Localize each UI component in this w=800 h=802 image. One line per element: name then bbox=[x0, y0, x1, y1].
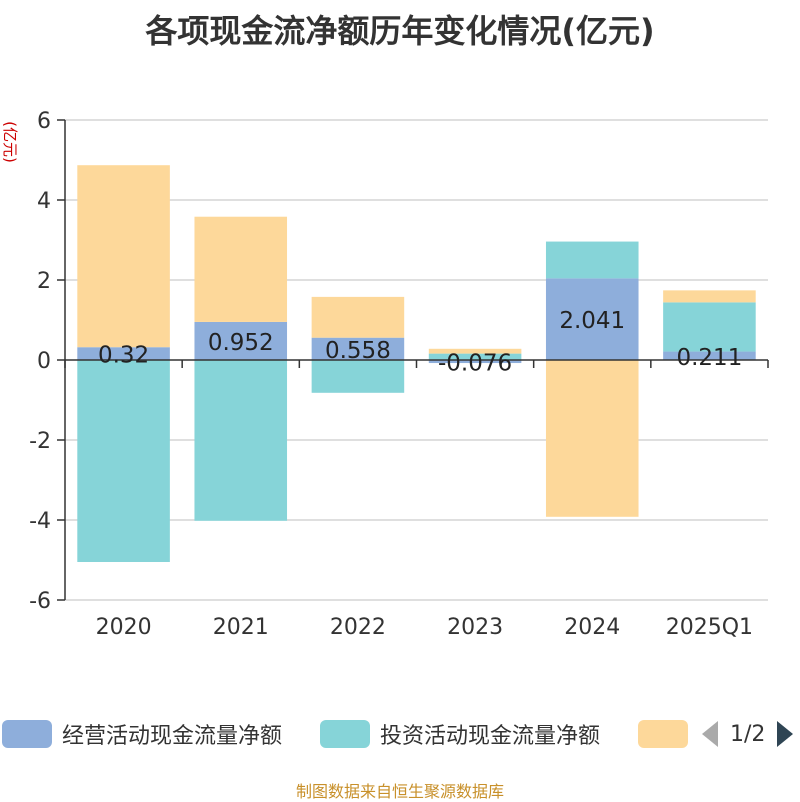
bar-2025Q1-series-2[interactable] bbox=[663, 290, 756, 303]
data-labels: 0.32 0.952 0.558 -0.076 2.041 0.211 bbox=[98, 308, 742, 376]
data-label-2023: -0.076 bbox=[438, 351, 512, 377]
bar-2021-series-0[interactable] bbox=[194, 321, 288, 360]
bar-2020-series-0[interactable] bbox=[77, 347, 170, 360]
bars bbox=[77, 165, 756, 562]
bar-2022-series-0[interactable] bbox=[311, 337, 405, 360]
legend-swatch-financing bbox=[638, 720, 688, 748]
bar-2024-series-2[interactable] bbox=[545, 360, 639, 517]
data-label-2024: 2.041 bbox=[559, 308, 625, 334]
data-label-2021: 0.952 bbox=[208, 330, 274, 356]
bar-2021-series-2[interactable] bbox=[194, 216, 288, 322]
y-tick-label: 6 bbox=[37, 109, 51, 134]
legend-item-investing[interactable]: 投资活动现金流量净额 bbox=[320, 714, 600, 754]
bar-2020-series-1[interactable] bbox=[77, 360, 170, 562]
y-tick-label: 0 bbox=[37, 349, 51, 374]
legend-swatch-operating bbox=[2, 720, 52, 748]
x-tick-label: 2021 bbox=[213, 615, 269, 640]
bar-2023-series-0[interactable] bbox=[428, 360, 522, 364]
bar-2024-series-1[interactable] bbox=[545, 241, 639, 279]
bar-2022-series-1[interactable] bbox=[311, 360, 405, 393]
legend: 经营活动现金流量净额 投资活动现金流量净额 1/2 bbox=[0, 714, 800, 754]
bar-2020-series-2[interactable] bbox=[77, 165, 170, 348]
y-tick-label: 2 bbox=[37, 269, 51, 294]
x-tick-label: 2020 bbox=[96, 615, 152, 640]
legend-swatch-investing bbox=[320, 720, 370, 748]
chart-title: 各项现金流净额历年变化情况(亿元) bbox=[145, 12, 655, 50]
y-tick-label: -4 bbox=[29, 509, 51, 534]
bar-2023-series-2[interactable] bbox=[428, 348, 522, 354]
prev-page-arrow-icon[interactable] bbox=[700, 719, 720, 749]
y-axis-label: (亿元) bbox=[1, 121, 19, 163]
legend-label-operating: 经营活动现金流量净额 bbox=[62, 724, 283, 749]
legend-item-operating[interactable]: 经营活动现金流量净额 bbox=[2, 714, 282, 754]
data-label-2022: 0.558 bbox=[325, 338, 391, 364]
y-tick-label: -2 bbox=[29, 429, 51, 454]
data-label-2020: 0.32 bbox=[98, 343, 149, 369]
y-tick-label: -6 bbox=[29, 589, 51, 614]
bar-2022-series-2[interactable] bbox=[311, 296, 405, 338]
data-label-2025Q1: 0.211 bbox=[676, 345, 742, 371]
x-tick-label: 2025Q1 bbox=[666, 615, 753, 640]
grid-lines bbox=[65, 119, 768, 601]
bar-2025Q1-series-1[interactable] bbox=[663, 302, 756, 352]
bar-2023-series-1[interactable] bbox=[428, 353, 522, 360]
y-tick-label: 4 bbox=[37, 189, 51, 214]
x-tick-label: 2022 bbox=[330, 615, 386, 640]
x-tick-label: 2023 bbox=[447, 615, 503, 640]
bar-2021-series-1[interactable] bbox=[194, 360, 288, 521]
bar-2025Q1-series-0[interactable] bbox=[663, 351, 756, 360]
data-source-note: 制图数据来自恒生聚源数据库 bbox=[295, 782, 504, 801]
legend-pager: 1/2 bbox=[700, 714, 795, 754]
next-page-arrow-icon[interactable] bbox=[775, 719, 795, 749]
legend-label-investing: 投资活动现金流量净额 bbox=[380, 724, 601, 749]
x-tick-label: 2024 bbox=[564, 615, 620, 640]
bar-2024-series-0[interactable] bbox=[545, 278, 639, 360]
legend-item-financing[interactable] bbox=[638, 714, 688, 754]
legend-page-indicator: 1/2 bbox=[730, 721, 766, 747]
axes: 6 4 2 0 -2 -4 -6 (亿元) 2020 2021 2022 2023 2024 2025Q1 bbox=[1, 109, 769, 640]
